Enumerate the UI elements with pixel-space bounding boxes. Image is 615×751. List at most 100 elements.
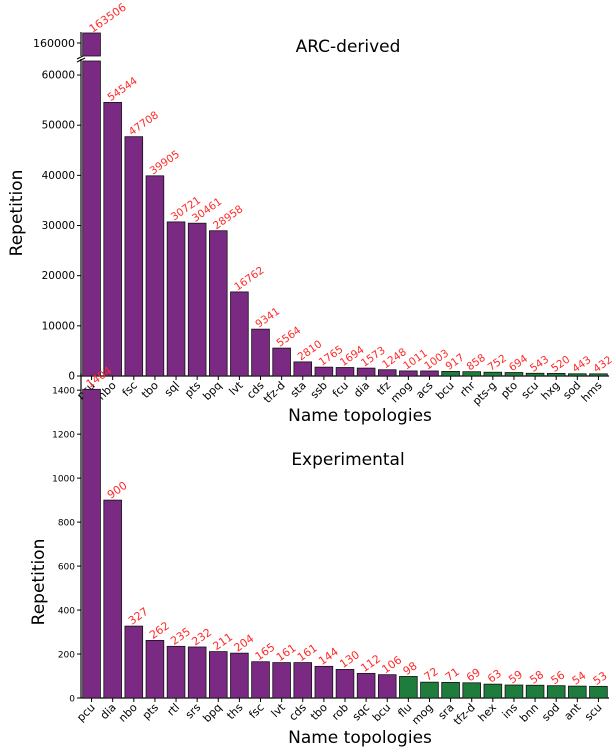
x-axis-label: Name topologies [288, 728, 432, 748]
y-tick-label: 40000 [42, 170, 75, 182]
x-tick-label: hxg [539, 379, 563, 403]
bar-value-label: 144 [316, 645, 341, 668]
bar-value-label: 59 [506, 668, 525, 687]
x-tick-label: scu [519, 379, 541, 401]
bar [293, 361, 313, 377]
x-tick-label: ins [500, 701, 521, 722]
bar [568, 685, 587, 699]
y-tick-label: 10000 [42, 320, 75, 332]
x-tick-label: mog [409, 701, 435, 727]
bar [314, 665, 334, 699]
x-tick-label: lvt [269, 700, 288, 719]
bar-value-label: 106 [380, 653, 405, 676]
bar [441, 681, 460, 699]
y-axis-label: Repetition [29, 539, 49, 626]
bar-value-label: 53 [591, 669, 610, 688]
x-tick-label: sod [539, 701, 562, 724]
x-tick-label: lvt [227, 378, 246, 397]
x-axis-label: Name topologies [288, 406, 432, 426]
bar [230, 291, 249, 377]
bar [103, 499, 122, 699]
x-tick-label: bcu [433, 379, 456, 402]
x-tick-label: ant [561, 700, 583, 722]
bar [166, 221, 186, 377]
bar [187, 646, 207, 699]
bar [293, 662, 313, 699]
bar-value-label: 858 [465, 352, 488, 373]
x-tick-label: bpq [200, 379, 224, 403]
x-tick-label: acs [413, 379, 435, 401]
chart-title: Experimental [291, 450, 404, 470]
bar [187, 222, 207, 377]
bar-value-label: 235 [168, 625, 193, 648]
x-tick-label: fsc [120, 379, 140, 399]
chart-title: ARC-derived [296, 37, 401, 57]
x-tick-label: tbo [308, 701, 330, 723]
y-tick-label: 60000 [42, 70, 75, 82]
x-tick-label: dia [98, 701, 119, 722]
bar [82, 60, 101, 377]
bar-value-label: 443 [570, 354, 593, 375]
bar-value-label: 130 [337, 648, 362, 671]
x-tick-label: dia [351, 379, 372, 400]
bar [356, 672, 376, 699]
axis-break-mark [76, 57, 86, 63]
bar-value-label: 232 [189, 626, 214, 649]
bar [272, 347, 291, 377]
y-tick-label: 1200 [52, 431, 75, 441]
x-tick-label: pcu [74, 701, 97, 724]
x-tick-label: tbo [139, 379, 161, 401]
bar [209, 230, 228, 377]
bar [399, 676, 418, 699]
x-tick-label: pts [182, 379, 203, 400]
x-tick-label: scu [582, 701, 604, 723]
bar-value-label: 204 [232, 632, 257, 655]
chart-arc-derived: 160000 0 10000 20000 30000 40000 50000 60000 163… [7, 1, 615, 426]
bar-value-label: 9341 [253, 305, 282, 330]
bar-value-label: 98 [401, 659, 420, 678]
x-tick-label: rtl [165, 701, 183, 719]
bar [589, 685, 608, 699]
x-tick-label: ths [224, 701, 245, 722]
x-tick-label: tfz-d [451, 701, 478, 728]
bar [230, 652, 249, 699]
x-tick-label: fcu [330, 379, 351, 400]
bar [145, 639, 165, 699]
bar-value-label: 543 [528, 353, 551, 374]
bar [462, 682, 481, 699]
y-tick-label: 1400 [52, 387, 75, 397]
bar [546, 685, 566, 699]
bar [272, 662, 291, 699]
bar [124, 625, 144, 699]
bar [166, 645, 186, 699]
x-tick-label: tfz-d [261, 379, 288, 406]
bar [525, 684, 545, 699]
bar-value-label: 161 [295, 641, 320, 664]
x-tick-label: srs [183, 701, 204, 722]
y-tick-label: 0 [68, 371, 75, 383]
bar-value-label: 71 [443, 665, 462, 684]
bar-value-label: 5564 [274, 324, 303, 349]
bar-upper-segment [82, 32, 101, 57]
y-axis-label: Repetition [7, 170, 27, 257]
x-tick-label: sta [288, 379, 309, 400]
bar [103, 102, 122, 377]
x-tick-label: hex [476, 701, 500, 725]
bar-value-label: 47708 [127, 109, 161, 138]
x-tick-label: bnn [517, 701, 541, 725]
bar-value-label: 432 [591, 354, 614, 375]
x-tick-label: fsc [246, 701, 266, 721]
x-tick-label: cds [286, 701, 309, 724]
bar [251, 661, 270, 699]
bar-value-label: 72 [422, 665, 441, 684]
bar-value-label: 211 [211, 630, 236, 653]
bar-value-label: 694 [507, 352, 531, 374]
x-tick-label: bcu [370, 701, 393, 724]
bar-value-label: 58 [527, 668, 546, 687]
x-tick-label: hms [579, 379, 605, 405]
x-tick-label: mog [388, 379, 414, 405]
bar-value-label: 16762 [232, 264, 266, 293]
y-tick-label: 800 [58, 519, 75, 529]
bar-value-label: 112 [358, 652, 383, 675]
bar-value-label: 54544 [106, 75, 141, 104]
